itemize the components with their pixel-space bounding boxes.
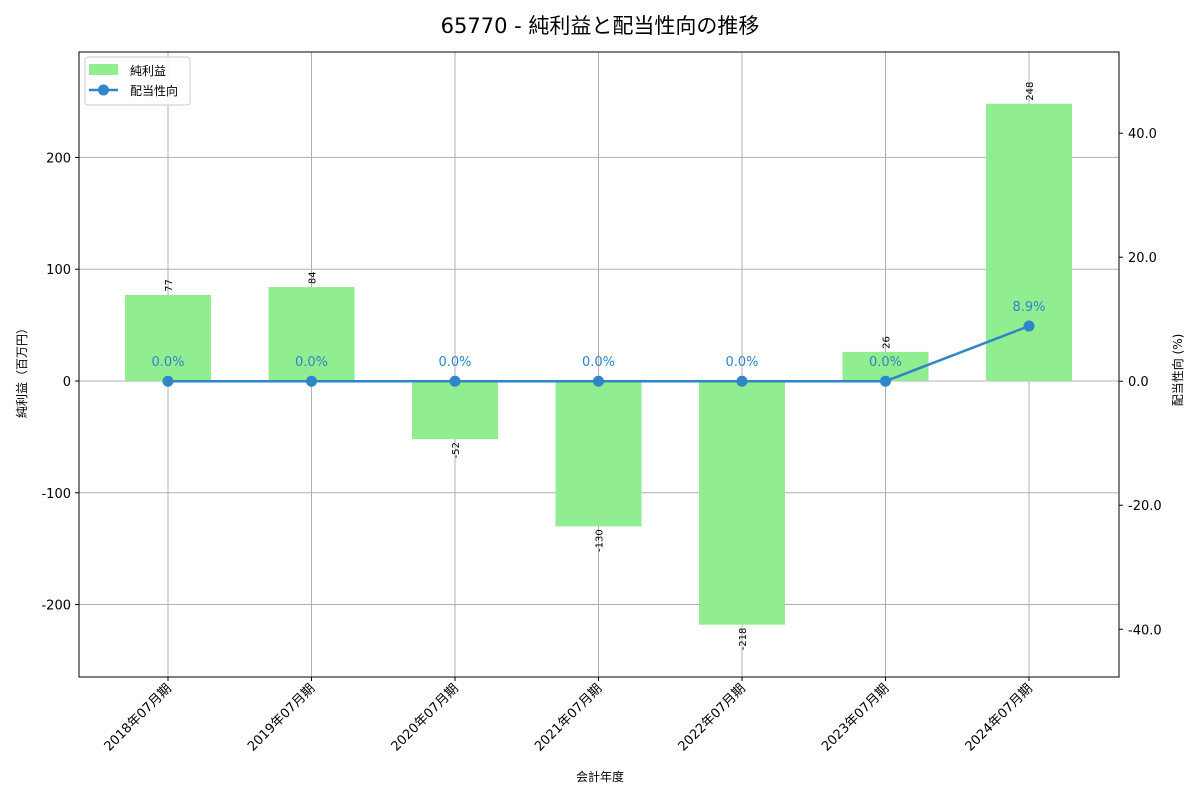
x-tick-label: 2020年07月期 — [389, 681, 462, 754]
line-value-labels: 0.0% 0.0% 0.0% 0.0% 0.0% 0.0% 8.9% — [151, 300, 1045, 370]
x-tick-label: 2022年07月期 — [676, 681, 749, 754]
y-tick-label: 100 — [46, 263, 71, 278]
payout-value-label: 0.0% — [295, 355, 328, 370]
bar-value-label: -218 — [738, 628, 749, 651]
bar-value-label: -52 — [451, 442, 462, 458]
x-tick-label: 2023年07月期 — [819, 681, 892, 754]
line-marker — [593, 375, 604, 387]
payout-value-label: 0.0% — [582, 355, 615, 370]
y-tick-label: -100 — [41, 487, 71, 502]
payout-value-label: 0.0% — [438, 355, 471, 370]
line-marker — [306, 375, 317, 387]
payout-value-label: 8.9% — [1012, 300, 1045, 315]
bar — [268, 287, 355, 381]
bar — [699, 380, 785, 625]
x-axis-ticks: 2018年07月期 2019年07月期 2020年07月期 2021年07月期 2022… — [102, 677, 1036, 755]
line-series-payout-ratio — [162, 320, 1035, 387]
bar — [555, 380, 642, 527]
y2-tick-label: -40.0 — [1128, 623, 1162, 638]
legend-marker-icon — [98, 84, 109, 96]
y2-tick-label: 40.0 — [1128, 127, 1157, 142]
line-marker — [1023, 320, 1035, 332]
bar-value-label: -130 — [595, 529, 606, 552]
line-marker — [736, 375, 748, 387]
bar-value-labels: 77 84 -52 -130 -218 26 248 — [164, 82, 1036, 651]
bar-series-net-income — [125, 103, 1072, 625]
y-tick-label: 200 — [46, 151, 71, 166]
line-marker — [880, 375, 891, 387]
y-tick-label: 0 — [63, 375, 71, 390]
left-axis-ticks: -200 -100 0 100 200 — [41, 151, 79, 614]
x-tick-label: 2019年07月期 — [245, 681, 318, 754]
x-tick-label: 2024年07月期 — [963, 681, 1036, 754]
x-tick-label: 2018年07月期 — [102, 681, 175, 754]
legend-item-net-income: 純利益 — [130, 64, 166, 78]
right-axis-ticks: -40.0 -20.0 0.0 20.0 40.0 — [1119, 127, 1162, 638]
bar-value-label: 77 — [164, 279, 175, 292]
legend-item-payout-ratio: 配当性向 — [130, 83, 178, 98]
line-marker — [449, 375, 461, 387]
bar — [986, 103, 1072, 381]
y2-tick-label: 20.0 — [1128, 251, 1157, 266]
bar — [412, 380, 498, 440]
y2-tick-label: 0.0 — [1128, 375, 1149, 390]
bar — [125, 294, 211, 381]
chart-title: 65770 - 純利益と配当性向の推移 — [441, 14, 760, 38]
bar-value-label: 248 — [1025, 82, 1036, 101]
legend-bar-swatch-icon — [89, 64, 118, 75]
payout-value-label: 0.0% — [725, 355, 758, 370]
y2-axis-label: 配当性向 (%) — [1170, 334, 1185, 407]
bar-value-label: 84 — [308, 271, 319, 284]
payout-value-label: 0.0% — [869, 355, 902, 370]
y-tick-label: -200 — [41, 599, 71, 614]
y2-tick-label: -20.0 — [1128, 499, 1162, 514]
bar-value-label: 26 — [882, 336, 893, 349]
y-axis-label: 純利益（百万円） — [15, 322, 29, 418]
line-marker — [162, 375, 174, 387]
legend: 純利益 配当性向 — [84, 56, 191, 106]
payout-value-label: 0.0% — [151, 355, 184, 370]
x-axis-label: 会計年度 — [576, 769, 624, 784]
x-tick-label: 2021年07月期 — [532, 681, 605, 754]
